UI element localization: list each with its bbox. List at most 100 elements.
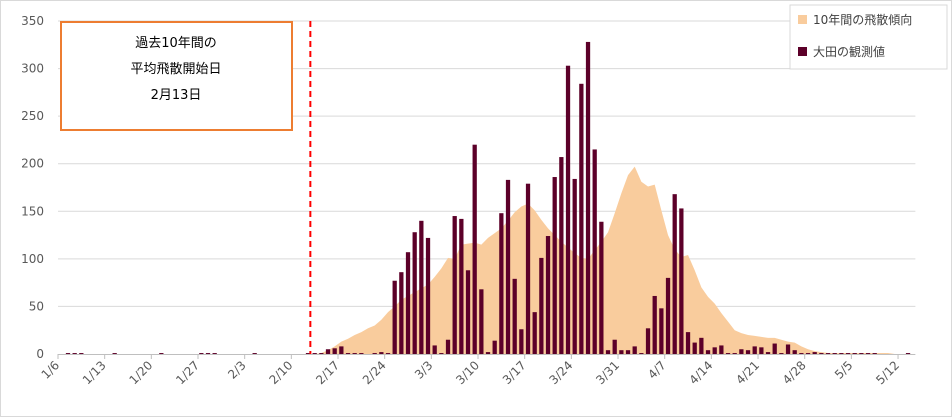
observed-bar bbox=[792, 350, 797, 354]
observed-bar bbox=[572, 178, 577, 354]
observed-bar bbox=[372, 353, 377, 355]
observed-bar bbox=[619, 350, 624, 354]
observed-bar bbox=[625, 350, 631, 354]
observed-bar bbox=[465, 270, 471, 354]
x-tick-label: 1/13 bbox=[80, 358, 109, 387]
x-tick-label: 3/17 bbox=[500, 358, 529, 387]
observed-bar bbox=[679, 208, 684, 354]
observed-bar bbox=[252, 353, 257, 355]
x-tick-label: 5/5 bbox=[832, 358, 856, 382]
observed-bar bbox=[559, 157, 564, 354]
observed-bar bbox=[712, 347, 717, 354]
legend-label-trend: 10年間の飛散傾向 bbox=[813, 12, 912, 27]
observed-bar bbox=[339, 346, 344, 354]
y-tick-label: 0 bbox=[36, 347, 44, 361]
observed-bar bbox=[412, 232, 417, 354]
observed-bar bbox=[319, 353, 324, 355]
observed-bar bbox=[765, 352, 771, 354]
legend-swatch-trend bbox=[798, 15, 807, 24]
x-tick-label: 1/20 bbox=[127, 358, 156, 387]
observed-bar bbox=[385, 353, 391, 355]
observed-bar bbox=[552, 177, 557, 354]
observed-bar bbox=[212, 353, 217, 355]
x-tick-label: 4/21 bbox=[733, 358, 762, 387]
observed-bar bbox=[499, 213, 504, 354]
observed-bar bbox=[459, 218, 464, 354]
observed-bar bbox=[772, 343, 777, 354]
trend-area-path bbox=[61, 166, 909, 354]
x-axis: 1/6 1/13 1/20 1/27 2/3 2/10 2/17 2/24 3/3 3/10 3/1… bbox=[39, 354, 916, 387]
y-tick-label: 300 bbox=[21, 62, 44, 76]
observed-bar bbox=[519, 329, 524, 354]
observed-bar bbox=[865, 353, 871, 355]
x-tick-label: 3/24 bbox=[547, 358, 576, 387]
y-tick-label: 250 bbox=[21, 109, 44, 123]
observed-bar bbox=[819, 353, 824, 355]
observed-bar bbox=[705, 350, 711, 354]
observed-bar bbox=[725, 353, 731, 355]
observed-bar bbox=[65, 353, 71, 355]
observed-bar bbox=[859, 353, 864, 355]
observed-bar bbox=[672, 194, 677, 354]
observed-bar bbox=[825, 353, 831, 355]
observed-bar bbox=[345, 353, 351, 355]
observed-bar bbox=[745, 350, 751, 354]
observed-bar bbox=[79, 353, 84, 355]
legend: 10年間の飛散傾向 大田の観測値 bbox=[789, 4, 948, 70]
x-tick-label: 4/28 bbox=[780, 358, 809, 387]
y-tick-label: 100 bbox=[21, 252, 44, 266]
observed-bar bbox=[692, 342, 697, 354]
observed-bar bbox=[599, 221, 604, 354]
observed-bar bbox=[492, 340, 497, 354]
observed-bar bbox=[405, 252, 411, 354]
observed-bar bbox=[425, 237, 431, 354]
observed-bar bbox=[305, 353, 311, 355]
observed-bars bbox=[65, 41, 911, 355]
annotation-box: 過去10年間の 平均飛散開始日 2月13日 bbox=[60, 21, 293, 131]
y-axis: 0 50 100 150 200 250 300 350 bbox=[21, 14, 44, 361]
x-tick-label: 4/14 bbox=[687, 358, 716, 387]
observed-bar bbox=[485, 352, 491, 354]
x-tick-label: 3/31 bbox=[593, 358, 622, 387]
observed-bar bbox=[479, 289, 484, 354]
observed-bar bbox=[652, 295, 657, 354]
observed-bar bbox=[805, 353, 811, 355]
observed-bar bbox=[719, 345, 724, 354]
observed-bar bbox=[752, 346, 757, 354]
observed-bar bbox=[472, 144, 477, 354]
legend-swatch-observed bbox=[798, 47, 807, 56]
observed-bar bbox=[852, 353, 857, 355]
observed-bar bbox=[592, 149, 597, 354]
observed-bar bbox=[532, 312, 537, 354]
observed-bar bbox=[452, 216, 457, 354]
annotation-line-1: 過去10年間の bbox=[135, 36, 217, 51]
observed-bar bbox=[605, 350, 611, 354]
observed-bar bbox=[812, 352, 817, 354]
observed-bar bbox=[699, 337, 704, 354]
x-tick-label: 5/12 bbox=[873, 358, 902, 387]
observed-bar bbox=[432, 345, 437, 354]
observed-bar bbox=[525, 183, 531, 354]
observed-bar bbox=[199, 353, 204, 355]
observed-bar bbox=[439, 353, 444, 355]
observed-bar bbox=[112, 353, 117, 355]
observed-bar bbox=[659, 308, 664, 354]
observed-bar bbox=[639, 353, 644, 355]
observed-bar bbox=[759, 347, 764, 354]
observed-bar bbox=[685, 332, 691, 354]
observed-bar bbox=[505, 179, 511, 354]
observed-bar bbox=[665, 277, 671, 354]
observed-bar bbox=[512, 278, 517, 354]
observed-bar bbox=[645, 328, 651, 354]
observed-bar bbox=[312, 353, 317, 355]
observed-bar bbox=[832, 353, 837, 355]
x-tick-label: 1/6 bbox=[39, 358, 63, 382]
y-tick-label: 50 bbox=[29, 299, 44, 313]
y-tick-label: 150 bbox=[21, 204, 44, 218]
annotation-line-3: 2月13日 bbox=[151, 88, 202, 103]
observed-bar bbox=[585, 41, 591, 354]
x-tick-label: 3/10 bbox=[453, 358, 482, 387]
x-tick-label: 2/3 bbox=[225, 358, 249, 382]
x-tick-label: 4/7 bbox=[645, 358, 669, 382]
